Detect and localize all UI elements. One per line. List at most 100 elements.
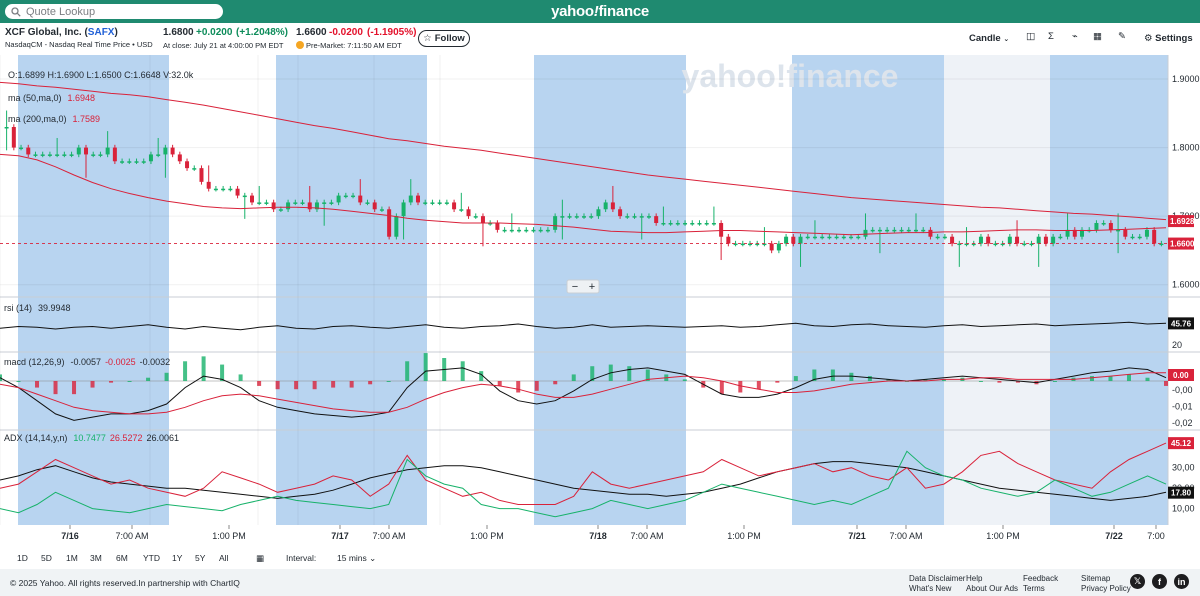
candle[interactable] <box>480 216 485 223</box>
candle[interactable] <box>1000 243 1005 246</box>
candle[interactable] <box>437 202 442 204</box>
footer-link-terms[interactable]: Terms <box>1023 584 1045 593</box>
candle[interactable] <box>755 243 760 246</box>
candle[interactable] <box>545 229 550 232</box>
candle[interactable] <box>408 195 413 203</box>
candle[interactable] <box>914 229 918 232</box>
candle[interactable] <box>784 236 789 244</box>
candle[interactable] <box>257 202 262 204</box>
candle[interactable] <box>885 229 890 232</box>
candle[interactable] <box>942 236 947 239</box>
indicators-icon[interactable]: Σ <box>1048 31 1054 42</box>
signal-line[interactable] <box>0 372 1166 415</box>
chart-area[interactable]: yahoo!finance 1.90001.80001.70001.60001.… <box>0 55 1200 549</box>
candle[interactable] <box>603 202 608 210</box>
candle[interactable] <box>625 216 630 218</box>
follow-button[interactable]: ☆ Follow <box>418 30 470 47</box>
candle[interactable] <box>170 147 175 155</box>
footer-link-disclaimer[interactable]: Data Disclaimer <box>909 574 966 583</box>
candle[interactable] <box>199 168 204 182</box>
candle[interactable] <box>524 229 529 232</box>
candle[interactable] <box>646 216 651 218</box>
candle[interactable] <box>776 243 781 251</box>
candle[interactable] <box>935 236 940 239</box>
candle[interactable] <box>1137 236 1142 239</box>
candle[interactable] <box>1058 236 1063 239</box>
candle[interactable] <box>683 223 688 225</box>
candle[interactable] <box>899 229 904 232</box>
candle[interactable] <box>971 243 976 246</box>
candle[interactable] <box>1130 236 1135 239</box>
range-6m[interactable]: 6M <box>116 553 128 563</box>
candle[interactable] <box>668 223 673 225</box>
candle[interactable] <box>906 229 911 232</box>
candle[interactable] <box>98 154 103 156</box>
range-3m[interactable]: 3M <box>90 553 102 563</box>
candle[interactable] <box>1080 229 1084 237</box>
candle[interactable] <box>62 154 67 156</box>
candle[interactable] <box>1116 229 1121 232</box>
candle[interactable] <box>185 161 190 169</box>
candle[interactable] <box>473 216 478 218</box>
range-5d[interactable]: 5D <box>41 553 52 563</box>
candle[interactable] <box>163 147 168 155</box>
candle[interactable] <box>502 229 507 232</box>
candle[interactable] <box>892 229 897 232</box>
candle[interactable] <box>84 147 88 155</box>
candle[interactable] <box>286 202 291 210</box>
candle[interactable] <box>358 195 363 203</box>
candle[interactable] <box>1094 223 1099 230</box>
candle[interactable] <box>1123 229 1128 237</box>
candle[interactable] <box>921 229 926 232</box>
candle[interactable] <box>33 154 38 156</box>
candle[interactable] <box>452 202 457 210</box>
footer-link-help[interactable]: Help <box>966 574 983 583</box>
candle[interactable] <box>278 209 283 211</box>
candle[interactable] <box>69 154 74 156</box>
footer-link-about-ads[interactable]: About Our Ads <box>966 584 1019 593</box>
candle[interactable] <box>343 195 348 198</box>
candle[interactable] <box>192 168 197 170</box>
candle[interactable] <box>740 243 745 246</box>
candle[interactable] <box>870 229 875 232</box>
candle[interactable] <box>748 243 752 246</box>
settings-button[interactable]: ⚙ Settings <box>1144 33 1193 44</box>
candle[interactable] <box>654 216 659 223</box>
candle[interactable] <box>762 243 767 246</box>
candle[interactable] <box>791 236 796 244</box>
candle[interactable] <box>1159 243 1164 246</box>
candle[interactable] <box>805 236 810 239</box>
zoom-in-button[interactable]: + <box>589 281 595 293</box>
candle[interactable] <box>213 188 218 191</box>
range-5y[interactable]: 5Y <box>195 553 206 563</box>
candle[interactable] <box>531 229 536 232</box>
candle[interactable] <box>856 236 861 239</box>
candle[interactable] <box>1152 229 1157 244</box>
candle[interactable] <box>711 223 716 225</box>
candle[interactable] <box>950 236 955 244</box>
range-1m[interactable]: 1M <box>66 553 78 563</box>
ma200-legend[interactable]: ma (200,ma,0) 1.7589 <box>8 114 100 124</box>
candle[interactable] <box>610 202 615 210</box>
candle[interactable] <box>19 147 24 150</box>
candle[interactable] <box>293 202 298 204</box>
candle[interactable] <box>1065 229 1070 237</box>
rsi-legend[interactable]: rsi (14) 39.9948 <box>4 303 71 313</box>
candle[interactable] <box>4 127 9 129</box>
candle[interactable] <box>430 202 435 204</box>
di-minus-line[interactable] <box>0 442 1167 505</box>
candle[interactable] <box>372 202 377 210</box>
candle[interactable] <box>351 195 356 198</box>
facebook-icon[interactable]: f <box>1152 574 1167 589</box>
candle[interactable] <box>250 195 254 203</box>
candle[interactable] <box>582 216 586 218</box>
candle[interactable] <box>1051 236 1056 244</box>
candle[interactable] <box>993 243 998 246</box>
candle[interactable] <box>379 209 384 211</box>
candle[interactable] <box>488 223 493 225</box>
candle[interactable] <box>112 147 117 162</box>
range-1y[interactable]: 1Y <box>172 553 183 563</box>
candle[interactable] <box>105 147 110 155</box>
candle[interactable] <box>459 209 464 211</box>
candle[interactable] <box>812 236 817 239</box>
